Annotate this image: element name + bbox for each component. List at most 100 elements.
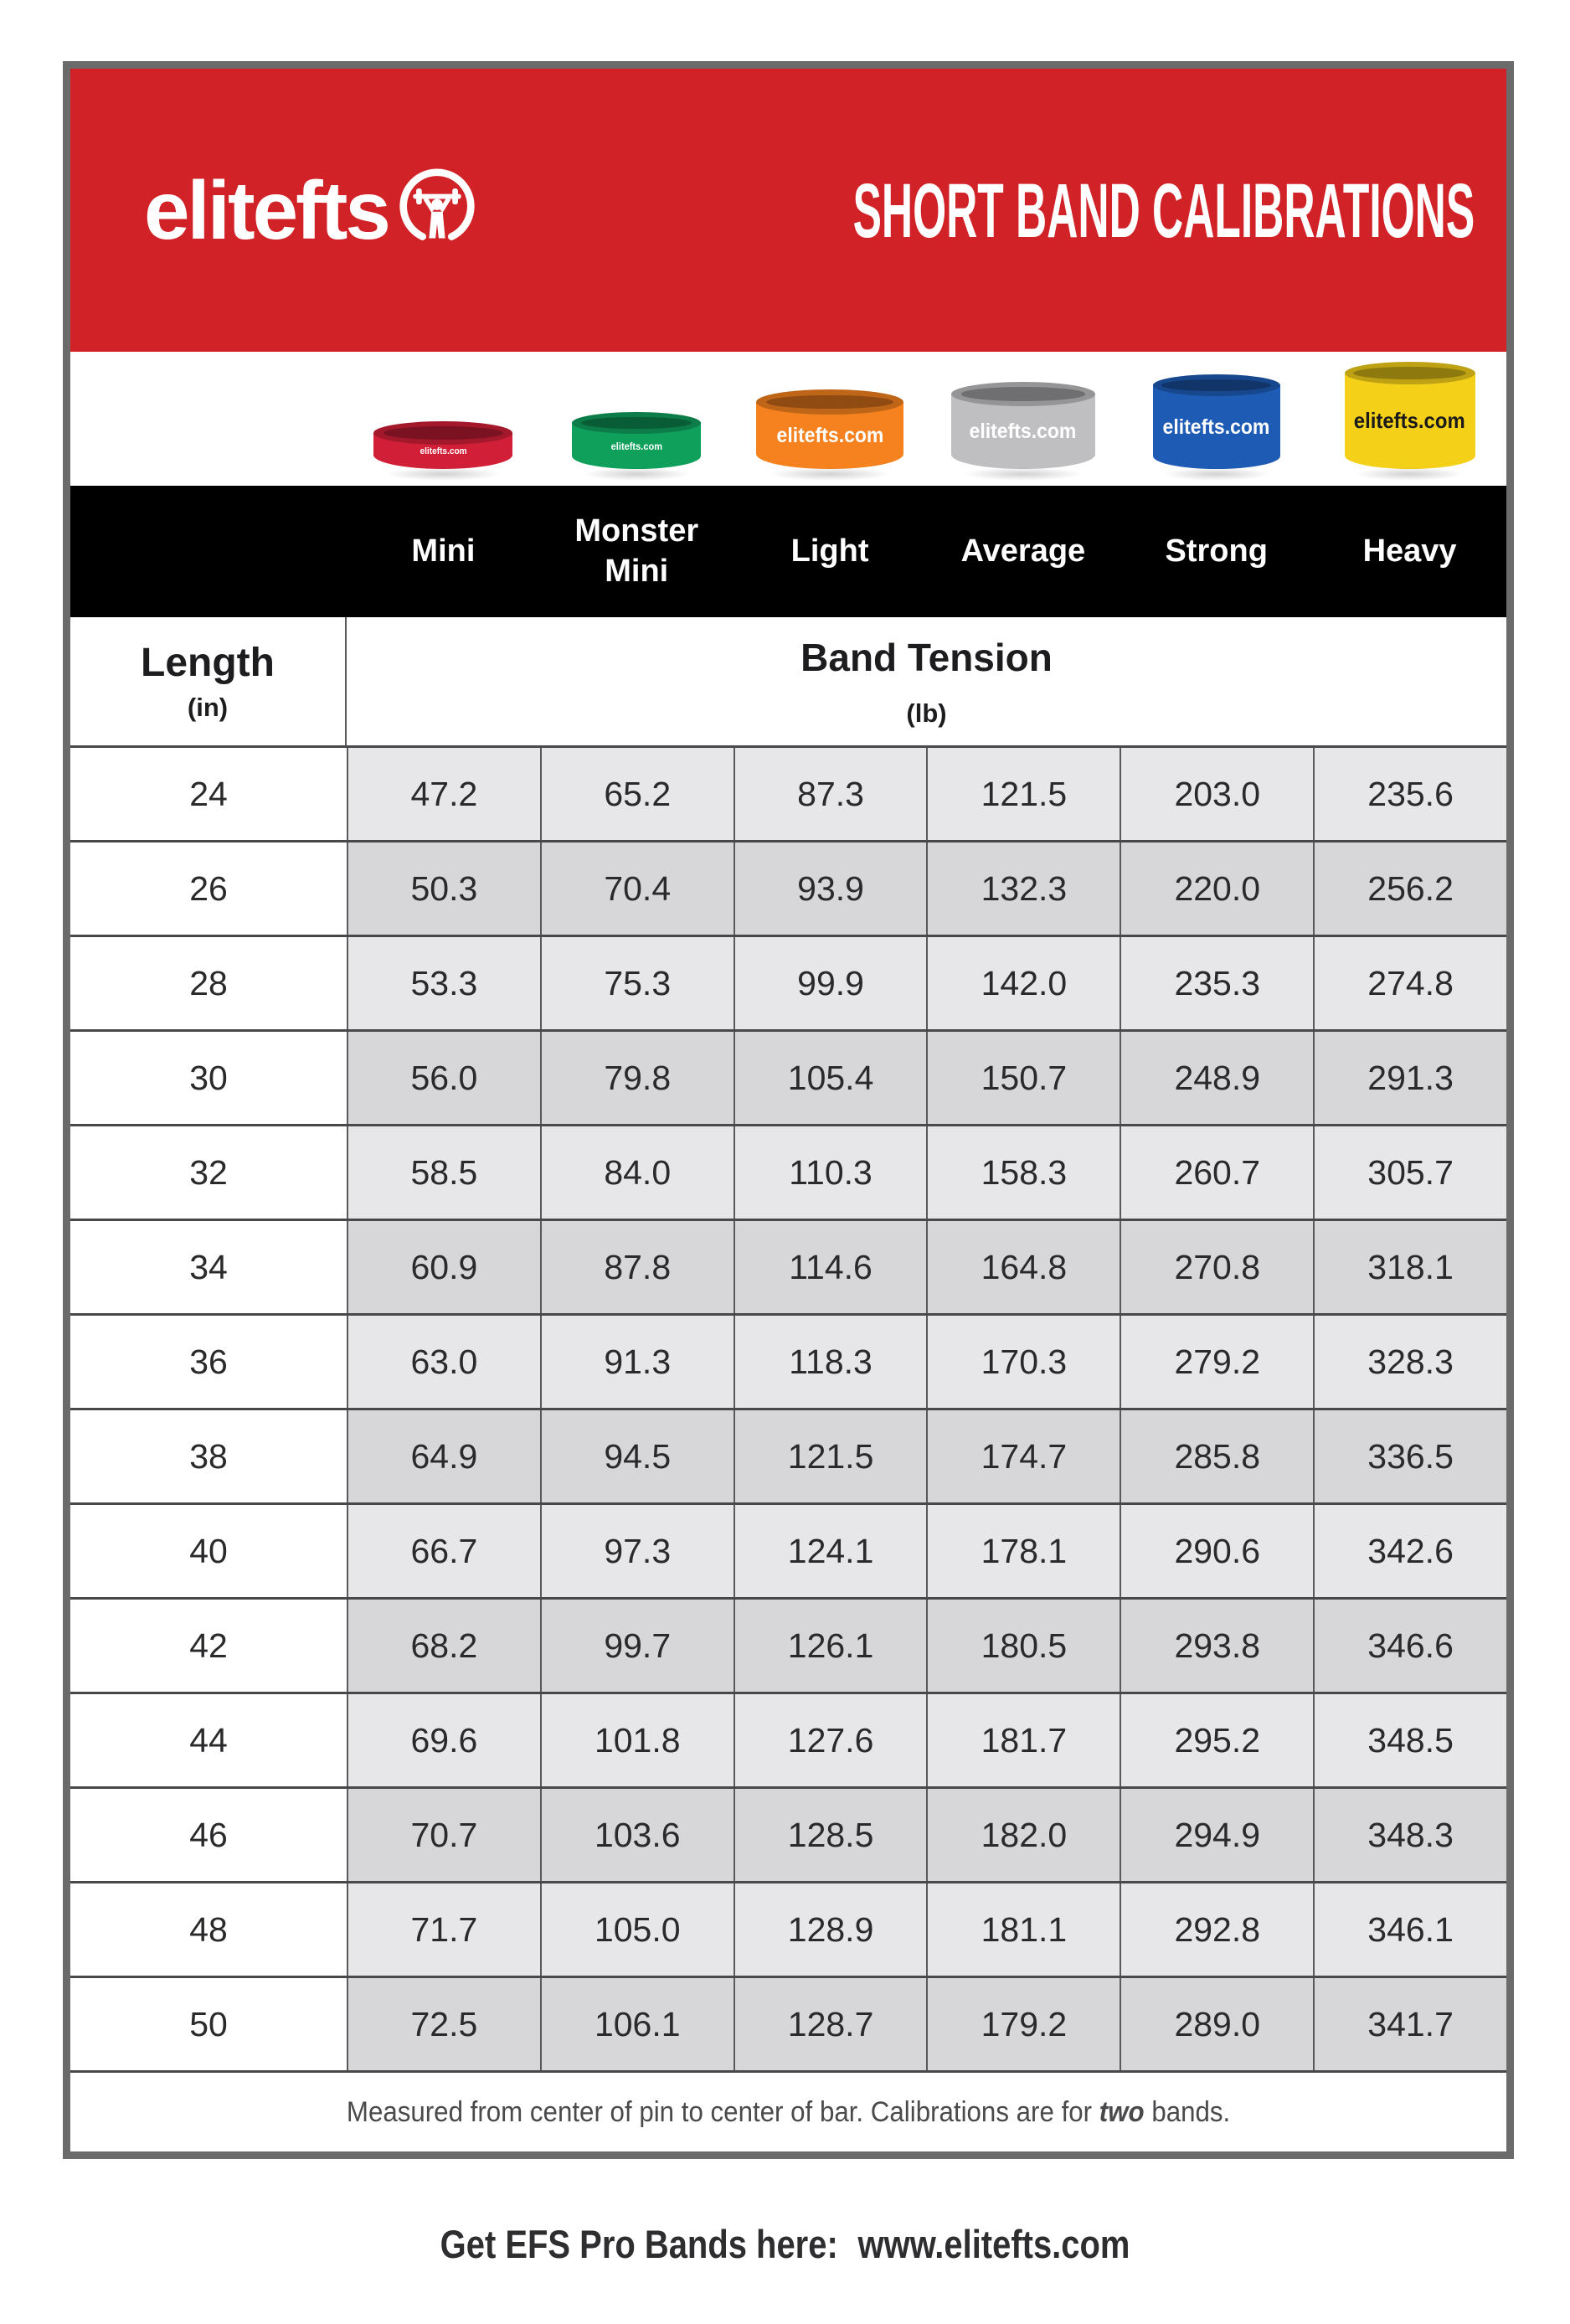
footnote-prefix: Measured from center of pin to center of… <box>346 2095 1099 2128</box>
tension-cell-light: 128.7 <box>733 1978 927 2070</box>
tension-cell-average: 179.2 <box>926 1978 1120 2070</box>
tension-cell-strong: 285.8 <box>1120 1410 1314 1502</box>
tension-cell-mini: 60.9 <box>347 1221 540 1313</box>
length-cell: 26 <box>70 843 347 935</box>
tension-cell-monster-mini: 105.0 <box>539 1883 734 1976</box>
band-rim <box>756 389 904 415</box>
tension-cell-mini: 71.7 <box>347 1883 540 1976</box>
band-image: elitefts.com <box>1344 362 1475 481</box>
tension-cell-strong: 260.7 <box>1120 1126 1314 1219</box>
tension-cell-mini: 66.7 <box>347 1505 540 1597</box>
tension-cell-monster-mini: 106.1 <box>539 1978 734 2070</box>
band-rim <box>1344 362 1475 384</box>
footer-url: www.elitefts.com <box>857 2222 1130 2266</box>
tension-cell-monster-mini: 97.3 <box>539 1505 734 1597</box>
length-cell: 40 <box>70 1505 347 1597</box>
logo-text: elitefts <box>144 164 391 256</box>
band-tension-label: Band Tension <box>800 635 1053 679</box>
tension-cell-average: 180.5 <box>926 1600 1120 1692</box>
table-row-length-46: 46 70.7 103.6 128.5 182.0 294.9 348.3 <box>70 1786 1506 1881</box>
tension-cell-mini: 47.2 <box>347 748 540 840</box>
tension-cell-heavy: 291.3 <box>1313 1032 1506 1124</box>
tension-cell-heavy: 341.7 <box>1313 1978 1506 2070</box>
column-header-spacer <box>70 486 347 617</box>
tension-cell-light: 128.5 <box>733 1789 927 1881</box>
tension-cell-light: 127.6 <box>733 1694 927 1786</box>
length-cell: 36 <box>70 1316 347 1408</box>
tension-cell-strong: 292.8 <box>1120 1883 1314 1976</box>
band-body: elitefts.com <box>1152 385 1280 469</box>
column-header-light: Light <box>790 533 869 569</box>
tension-cell-strong: 235.3 <box>1120 937 1314 1029</box>
tension-cell-strong: 220.0 <box>1120 843 1314 935</box>
tension-cell-average: 181.7 <box>926 1694 1120 1786</box>
tension-cell-strong: 293.8 <box>1120 1600 1314 1692</box>
band-reflection <box>768 467 892 481</box>
tension-cell-light: 110.3 <box>733 1126 927 1219</box>
table-row-length-36: 36 63.0 91.3 118.3 170.3 279.2 328.3 <box>70 1313 1506 1408</box>
length-cell: 24 <box>70 748 347 840</box>
tension-cell-mini: 69.6 <box>347 1694 540 1786</box>
tension-cell-average: 132.3 <box>926 843 1120 935</box>
tension-cell-average: 150.7 <box>926 1032 1120 1124</box>
band-photo-mini: elitefts.com <box>347 352 540 486</box>
tension-cell-strong: 290.6 <box>1120 1505 1314 1597</box>
length-unit: (in) <box>187 693 229 722</box>
table-row-length-26: 26 50.3 70.4 93.9 132.3 220.0 256.2 <box>70 840 1506 935</box>
tension-cell-heavy: 328.3 <box>1313 1316 1506 1408</box>
tension-cell-mini: 63.0 <box>347 1316 540 1408</box>
tension-cell-light: 114.6 <box>733 1221 927 1313</box>
tension-cell-monster-mini: 103.6 <box>539 1789 734 1881</box>
tension-cell-light: 128.9 <box>733 1883 927 1976</box>
band-photo-strong: elitefts.com <box>1120 352 1313 486</box>
tension-cell-average: 121.5 <box>926 748 1120 840</box>
footer-cta-text: Get EFS Pro Bands here: www.elitefts.com <box>440 2221 1130 2267</box>
band-photo-heavy: elitefts.com <box>1313 352 1506 486</box>
tension-cell-light: 99.9 <box>733 937 927 1029</box>
tension-cell-heavy: 336.5 <box>1313 1410 1506 1502</box>
tension-cell-heavy: 256.2 <box>1313 843 1506 935</box>
tension-cell-average: 170.3 <box>926 1316 1120 1408</box>
band-label: elitefts.com <box>1354 408 1466 434</box>
tension-cell-strong: 279.2 <box>1120 1316 1314 1408</box>
band-photo-monster-mini: elitefts.com <box>540 352 734 486</box>
page-title: SHORT BAND CALIBRATIONS <box>852 167 1475 254</box>
band-reflection <box>582 467 691 481</box>
tension-cell-light: 126.1 <box>733 1600 927 1692</box>
column-header-strong: Strong <box>1165 533 1268 569</box>
tension-cell-monster-mini: 84.0 <box>539 1126 734 1219</box>
tension-cell-heavy: 346.1 <box>1313 1883 1506 1976</box>
tension-cell-monster-mini: 94.5 <box>539 1410 734 1502</box>
band-rim <box>1152 374 1280 396</box>
tension-cell-light: 93.9 <box>733 843 927 935</box>
header-banner: elitefts SHORT BAND CALIBRATIONS <box>70 69 1506 352</box>
band-label: elitefts.com <box>610 440 662 452</box>
length-cell: 32 <box>70 1126 347 1219</box>
tension-cell-mini: 68.2 <box>347 1600 540 1692</box>
tension-cell-strong: 289.0 <box>1120 1978 1314 2070</box>
length-cell: 28 <box>70 937 347 1029</box>
band-label: elitefts.com <box>969 419 1077 443</box>
tension-cell-light: 105.4 <box>733 1032 927 1124</box>
tension-cell-average: 142.0 <box>926 937 1120 1029</box>
length-label: Length <box>141 641 275 685</box>
tension-cell-monster-mini: 65.2 <box>539 748 734 840</box>
tension-cell-light: 87.3 <box>733 748 927 840</box>
table-row-length-28: 28 53.3 75.3 99.9 142.0 235.3 274.8 <box>70 935 1506 1029</box>
bands-row: elitefts.com elitefts.com elitefts.com elit… <box>70 352 1506 486</box>
tension-cell-average: 164.8 <box>926 1221 1120 1313</box>
tension-cell-monster-mini: 101.8 <box>539 1694 734 1786</box>
tension-cell-strong: 294.9 <box>1120 1789 1314 1881</box>
weightlifter-icon <box>399 168 475 240</box>
length-cell: 42 <box>70 1600 347 1692</box>
elitefts-logo: elitefts <box>144 164 477 256</box>
table-row-length-24: 24 47.2 65.2 87.3 121.5 203.0 235.6 <box>70 745 1506 840</box>
band-body: elitefts.com <box>950 394 1095 469</box>
band-label: elitefts.com <box>420 446 467 456</box>
tension-cell-heavy: 318.1 <box>1313 1221 1506 1313</box>
tension-cell-mini: 70.7 <box>347 1789 540 1881</box>
band-reflection <box>962 467 1084 481</box>
tension-cell-heavy: 346.6 <box>1313 1600 1506 1692</box>
tension-cell-mini: 58.5 <box>347 1126 540 1219</box>
